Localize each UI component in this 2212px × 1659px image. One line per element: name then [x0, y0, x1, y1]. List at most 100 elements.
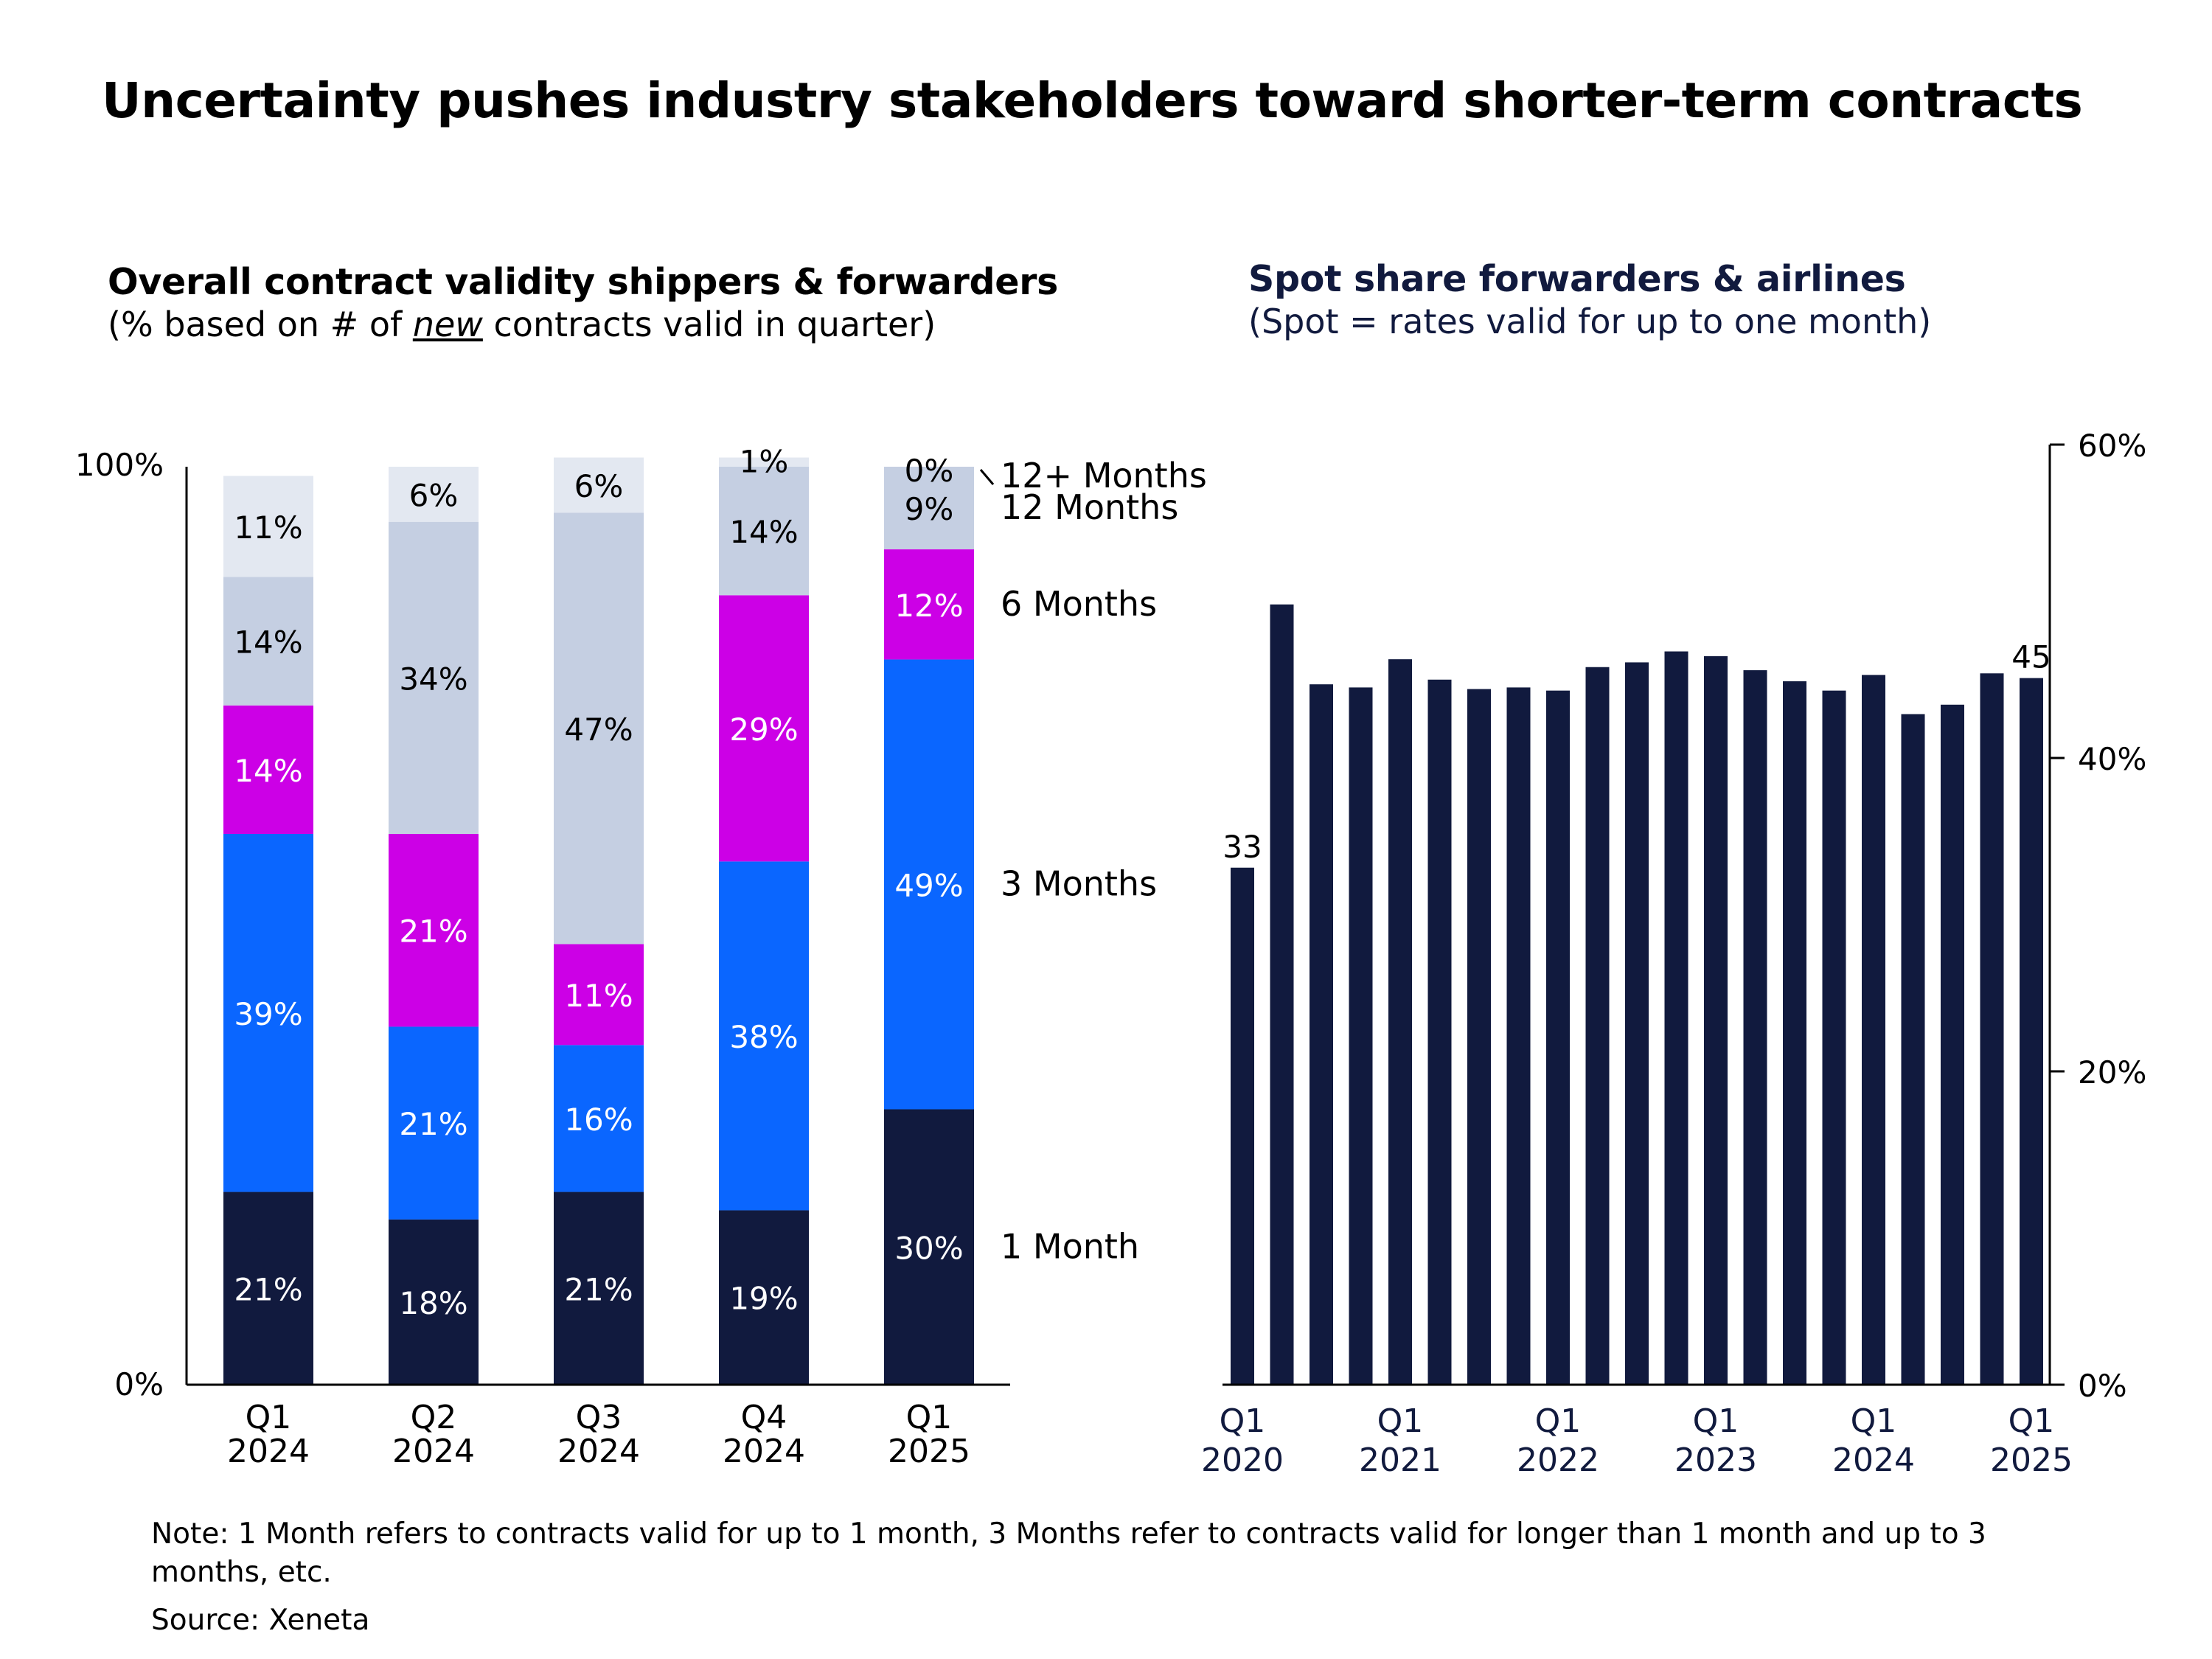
legend-item: 12 Months	[1001, 487, 1178, 527]
spot-bar	[1310, 684, 1333, 1385]
segment-label: 14%	[234, 625, 302, 661]
stack-segment	[554, 1045, 644, 1192]
spot-bar	[1349, 687, 1373, 1385]
stack-segment	[719, 595, 809, 862]
spot-bar	[1585, 667, 1610, 1385]
x-tick-label: 2024	[557, 1433, 640, 1470]
y-tick-label: 100%	[75, 447, 164, 483]
right-chart-subheading: (Spot = rates valid for up to one month)	[1248, 302, 1932, 341]
spot-bar	[1270, 604, 1294, 1385]
spot-bar	[1231, 867, 1254, 1385]
stack-segment	[554, 944, 644, 1046]
data-label: 45	[2011, 639, 2051, 675]
segment-label: 11%	[564, 978, 633, 1014]
segment-label: 12%	[894, 588, 963, 624]
y-tick-label: 20%	[2078, 1054, 2146, 1091]
left-chart-subheading: (% based on # of new contracts valid in …	[108, 305, 936, 344]
legend-item: 1 Month	[1001, 1226, 1139, 1266]
segment-label: 30%	[894, 1230, 963, 1266]
right-chart-heading: Spot share forwarders & airlines	[1248, 258, 1906, 300]
spot-bar	[1941, 704, 1964, 1385]
stack-segment	[554, 457, 644, 513]
footnote: Note: 1 Month refers to contracts valid …	[151, 1517, 1986, 1589]
x-tick-label: 2021	[1359, 1441, 1441, 1479]
spot-bar	[1901, 714, 1925, 1385]
x-tick-label: 2024	[392, 1433, 475, 1470]
segment-label: 1%	[740, 444, 789, 480]
segment-label: 39%	[234, 996, 302, 1032]
x-tick-label: 2020	[1201, 1441, 1284, 1479]
segment-label: 0%	[905, 453, 954, 489]
segment-label: 9%	[905, 491, 954, 527]
x-tick-label: Q1	[1851, 1402, 1897, 1440]
segment-label: 29%	[729, 712, 798, 748]
x-tick-label: Q1	[1535, 1402, 1582, 1440]
segment-label: 14%	[234, 753, 302, 789]
x-tick-label: 2025	[888, 1433, 970, 1470]
legend-leader-line	[979, 469, 995, 485]
x-tick-label: Q3	[576, 1399, 622, 1436]
segment-label: 21%	[399, 914, 467, 950]
left-subheading-post: contracts valid in quarter)	[482, 305, 936, 344]
spot-bar	[2020, 678, 2043, 1385]
stack-segment	[389, 834, 479, 1027]
spot-bar	[1625, 662, 1649, 1385]
segment-label: 11%	[234, 509, 302, 546]
x-tick-label: Q1	[2008, 1402, 2055, 1440]
x-tick-label: Q1	[1693, 1402, 1739, 1440]
spot-bar	[1862, 675, 1885, 1385]
segment-label: 14%	[729, 514, 798, 550]
spot-bar	[1388, 659, 1412, 1385]
y-tick-label: 40%	[2078, 741, 2146, 777]
segment-label: 21%	[399, 1106, 467, 1142]
spot-bar	[1664, 651, 1688, 1385]
legend-item: 3 Months	[1001, 863, 1157, 903]
source-note: Source: Xeneta	[151, 1604, 370, 1637]
x-tick-label: Q2	[411, 1399, 457, 1436]
stack-segment	[223, 577, 313, 706]
stack-segment	[223, 1192, 313, 1385]
stack-segment	[554, 512, 644, 945]
stack-segment	[719, 1210, 809, 1385]
stack-segment	[719, 467, 809, 596]
stack-segment	[223, 476, 313, 577]
stack-segment	[389, 1219, 479, 1385]
left-subheading-emphasis: new	[412, 305, 483, 344]
spot-bar	[1783, 681, 1806, 1385]
spot-bar	[1704, 655, 1728, 1385]
segment-label: 38%	[729, 1019, 798, 1055]
spot-bar	[1980, 673, 2004, 1385]
legend-item: 12+ Months	[1001, 456, 1207, 495]
segment-label: 18%	[399, 1285, 467, 1321]
y-tick-label: 60%	[2078, 428, 2146, 464]
x-tick-label: 2025	[1990, 1441, 2073, 1479]
stack-segment	[223, 705, 313, 834]
stack-segment	[884, 1109, 974, 1385]
x-tick-label: 2022	[1517, 1441, 1599, 1479]
segment-label: 6%	[409, 477, 459, 513]
y-tick-label: 0%	[2078, 1368, 2127, 1404]
segment-label: 21%	[564, 1271, 633, 1307]
data-label: 33	[1222, 829, 1262, 865]
x-tick-label: Q1	[246, 1399, 292, 1436]
stack-segment	[389, 1026, 479, 1220]
x-tick-label: Q1	[1220, 1402, 1266, 1440]
stack-segment	[884, 659, 974, 1110]
spot-bar	[1506, 687, 1531, 1385]
stack-segment	[223, 834, 313, 1192]
spot-bar	[1822, 690, 1846, 1385]
x-tick-label: 2024	[227, 1433, 310, 1470]
y-tick-label: 0%	[114, 1366, 164, 1402]
stack-segment	[554, 1192, 644, 1385]
x-tick-label: 2024	[1832, 1441, 1915, 1479]
stack-segment	[884, 467, 974, 550]
legend-item: 6 Months	[1001, 584, 1157, 624]
spot-bar	[1467, 689, 1491, 1385]
spot-bar	[1743, 670, 1767, 1385]
segment-label: 16%	[564, 1102, 633, 1138]
stack-segment	[719, 861, 809, 1211]
x-tick-label: Q1	[1377, 1402, 1424, 1440]
stack-segment	[719, 457, 809, 467]
x-tick-label: 2023	[1674, 1441, 1757, 1479]
